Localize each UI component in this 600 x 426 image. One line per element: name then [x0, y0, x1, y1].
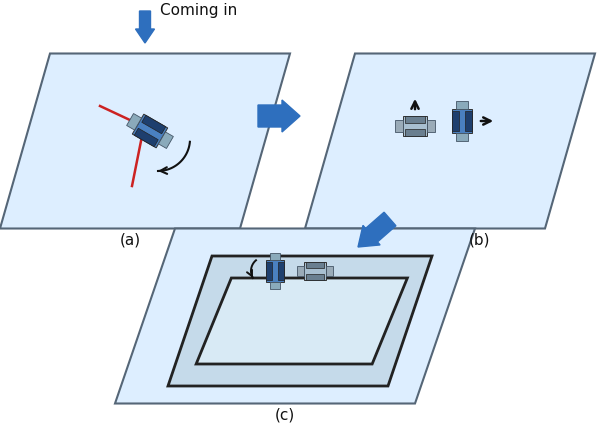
Polygon shape [168, 256, 432, 386]
Polygon shape [405, 116, 425, 123]
Polygon shape [465, 111, 472, 131]
Polygon shape [452, 111, 459, 131]
Polygon shape [266, 262, 272, 280]
Polygon shape [395, 120, 403, 132]
Polygon shape [158, 132, 173, 149]
Text: (b): (b) [469, 233, 491, 248]
Polygon shape [0, 54, 290, 228]
Polygon shape [266, 260, 284, 282]
Polygon shape [132, 114, 168, 148]
Polygon shape [297, 265, 304, 276]
Text: (c): (c) [275, 408, 295, 423]
Polygon shape [304, 262, 326, 280]
FancyArrow shape [358, 212, 396, 247]
Polygon shape [326, 265, 333, 276]
Polygon shape [305, 54, 595, 228]
Polygon shape [405, 129, 425, 136]
Polygon shape [456, 133, 468, 141]
Polygon shape [403, 116, 427, 136]
Polygon shape [456, 101, 468, 109]
Polygon shape [196, 278, 407, 364]
Polygon shape [278, 262, 284, 280]
Text: Coming in: Coming in [160, 3, 237, 17]
Polygon shape [134, 128, 158, 147]
Polygon shape [452, 109, 472, 133]
FancyArrow shape [136, 11, 155, 43]
Polygon shape [306, 262, 324, 268]
Polygon shape [269, 253, 280, 260]
Polygon shape [306, 273, 324, 280]
Polygon shape [127, 113, 142, 130]
Polygon shape [115, 228, 475, 403]
Polygon shape [269, 282, 280, 289]
Text: (a): (a) [119, 233, 140, 248]
Polygon shape [142, 115, 166, 134]
FancyArrow shape [258, 100, 300, 132]
Polygon shape [427, 120, 435, 132]
